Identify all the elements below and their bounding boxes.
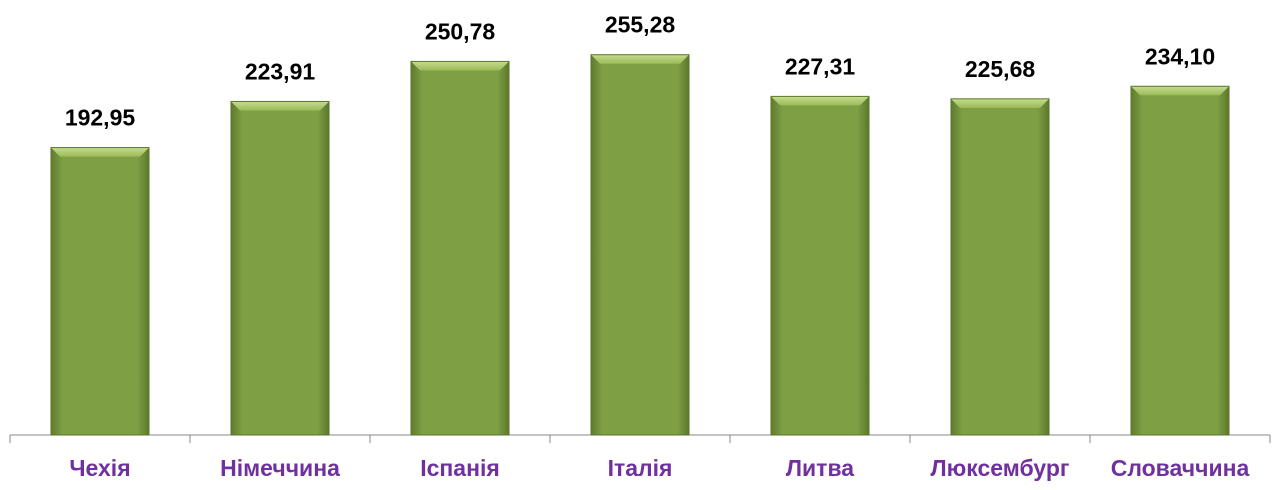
bar-shade bbox=[51, 147, 149, 435]
bar-bevel-top bbox=[591, 54, 689, 64]
bar-bevel-top bbox=[51, 147, 149, 157]
bar-shade bbox=[411, 61, 509, 435]
x-tick-label: Литва bbox=[786, 455, 854, 481]
bar-outline bbox=[590, 54, 690, 436]
bar-outline bbox=[950, 98, 1050, 436]
x-tick-label: Німеччина bbox=[220, 455, 340, 481]
bar-shade bbox=[951, 98, 1049, 435]
bar-shade bbox=[231, 101, 329, 436]
value-label: 192,95 bbox=[65, 105, 136, 131]
value-label: 223,91 bbox=[245, 58, 316, 84]
bar-bevel-top bbox=[231, 101, 329, 111]
value-label: 255,28 bbox=[605, 12, 676, 38]
bar-outline bbox=[1130, 85, 1230, 436]
bar-shade bbox=[591, 54, 689, 436]
bar-outline bbox=[410, 60, 510, 436]
x-tick-label: Іспанія bbox=[420, 455, 500, 481]
bar-bevel-top bbox=[771, 96, 869, 106]
bar-shade bbox=[771, 96, 869, 436]
value-label: 227,31 bbox=[785, 53, 856, 79]
bar-outline bbox=[230, 100, 330, 436]
bar-bevel-top bbox=[1131, 86, 1229, 96]
x-tick-label: Італія bbox=[608, 455, 673, 481]
bar-shade bbox=[1131, 86, 1229, 435]
x-tick-label: Люксембург bbox=[931, 455, 1070, 481]
value-label: 234,10 bbox=[1145, 43, 1215, 69]
bar-bevel-top bbox=[951, 98, 1049, 108]
value-label: 225,68 bbox=[965, 56, 1036, 82]
bar-bevel-top bbox=[411, 61, 509, 71]
bar-outline bbox=[50, 147, 150, 436]
x-tick-label: Словаччина bbox=[1111, 455, 1250, 481]
bar-outline bbox=[770, 95, 870, 436]
x-tick-label: Чехія bbox=[69, 455, 130, 481]
value-label: 250,78 bbox=[425, 18, 496, 44]
